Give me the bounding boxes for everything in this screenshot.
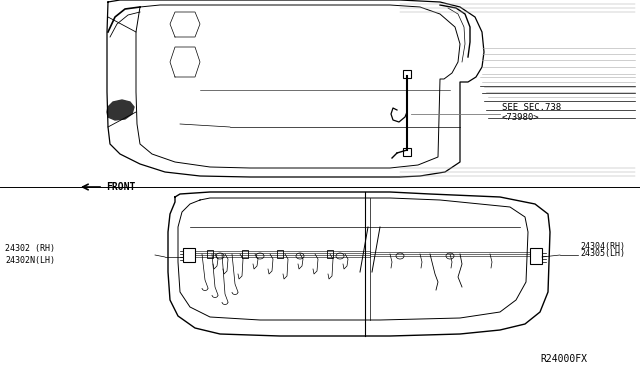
Bar — [403, 148, 411, 156]
Bar — [277, 250, 283, 258]
Bar — [327, 250, 333, 258]
Polygon shape — [107, 100, 134, 120]
Text: 24304(RH): 24304(RH) — [580, 242, 625, 251]
Bar — [403, 70, 411, 78]
Text: <73980>: <73980> — [502, 113, 540, 122]
Text: 24302N(LH): 24302N(LH) — [5, 256, 55, 265]
Text: SEE SEC.738: SEE SEC.738 — [502, 103, 561, 112]
Text: R24000FX: R24000FX — [540, 354, 587, 364]
Text: FRONT: FRONT — [106, 182, 136, 192]
Bar — [242, 250, 248, 258]
Text: 24305(LH): 24305(LH) — [580, 249, 625, 258]
Bar — [207, 250, 213, 258]
Bar — [183, 248, 195, 262]
Bar — [530, 248, 542, 264]
Text: 24302 (RH): 24302 (RH) — [5, 244, 55, 253]
